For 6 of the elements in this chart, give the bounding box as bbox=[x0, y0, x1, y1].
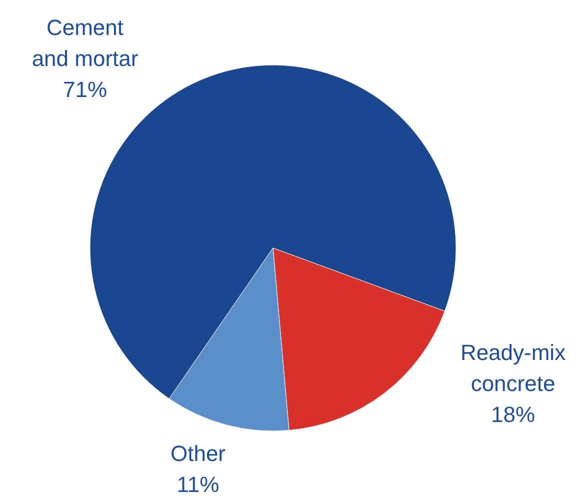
data-label: 11% bbox=[176, 472, 220, 497]
slice-label: Ready-mix concrete bbox=[460, 340, 566, 396]
slice-label: Other bbox=[170, 441, 226, 466]
data-label: 71% bbox=[62, 77, 108, 102]
slice-label: Cement and mortar bbox=[32, 15, 138, 71]
data-label: 18% bbox=[490, 402, 536, 427]
